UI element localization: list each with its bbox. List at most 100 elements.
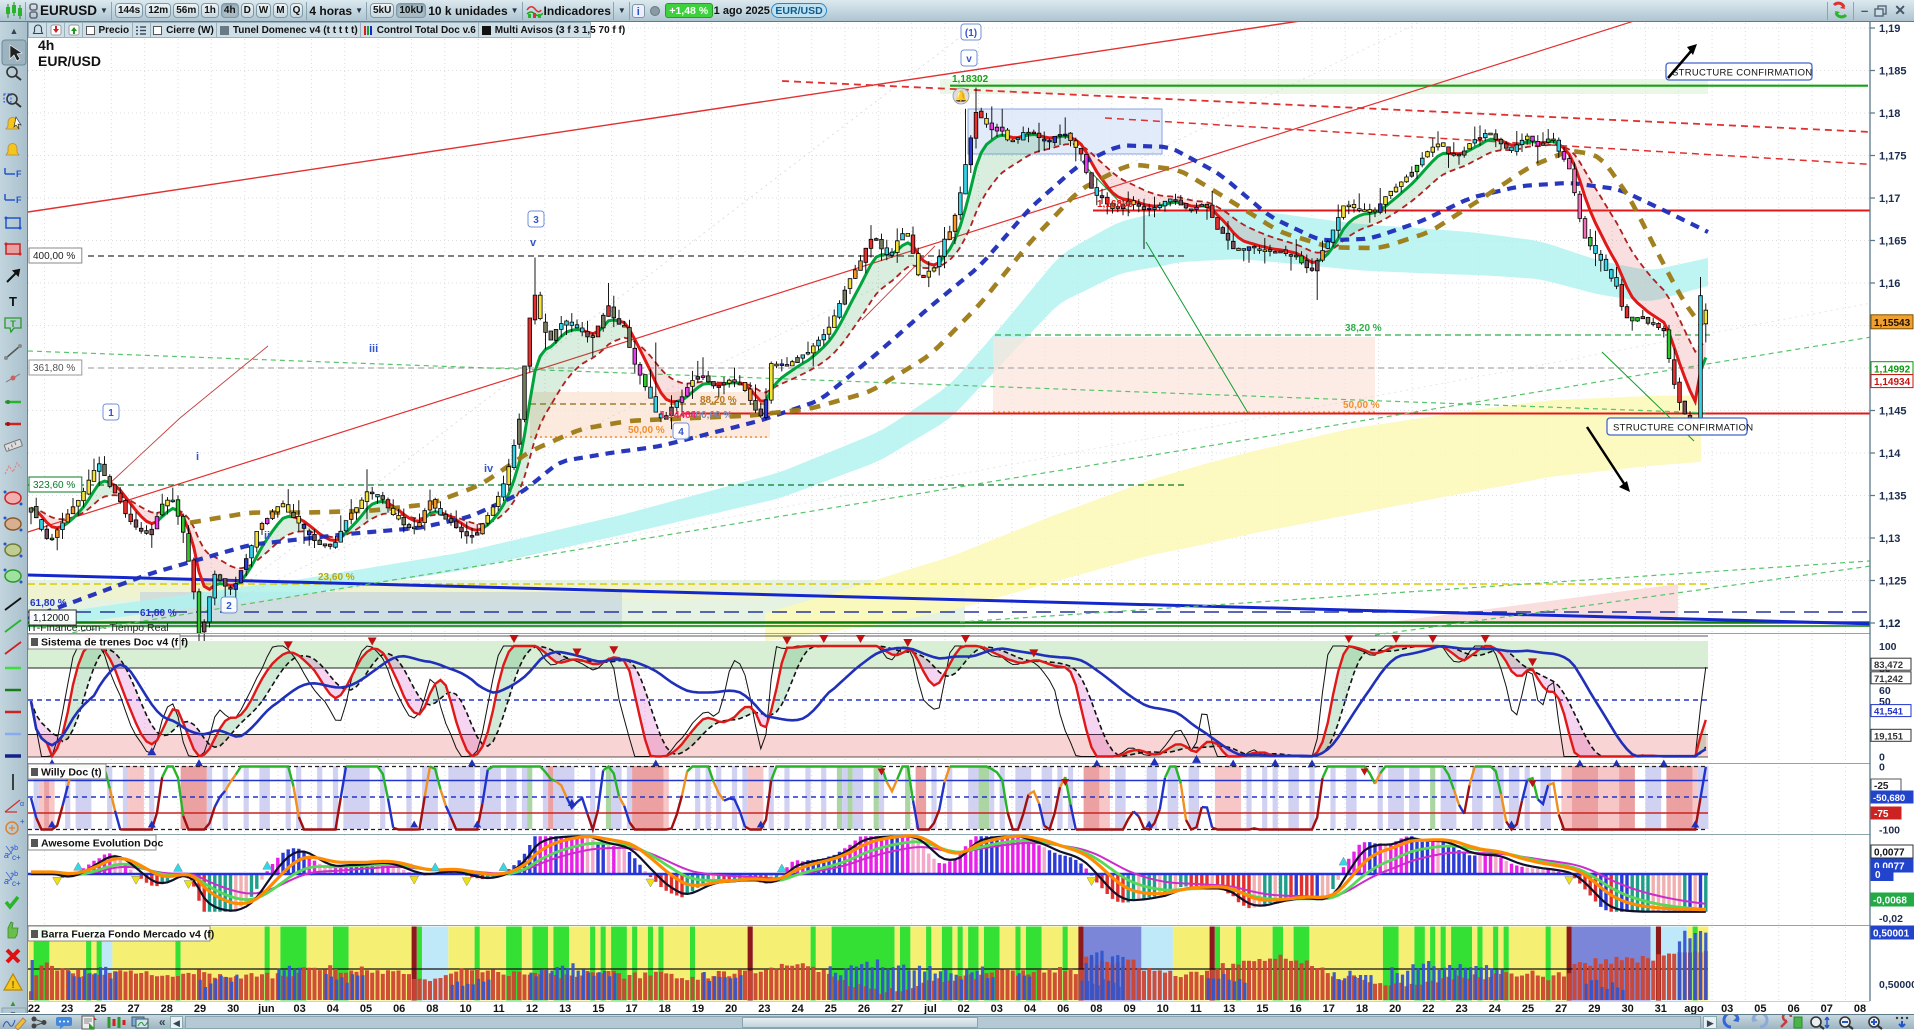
svg-text:1,185: 1,185 xyxy=(1879,66,1907,78)
svg-text:-0,02: -0,02 xyxy=(1879,913,1903,925)
svg-text:Willy Doc (t): Willy Doc (t) xyxy=(41,767,102,779)
svg-text:22: 22 xyxy=(1422,1003,1434,1015)
svg-text:1,18302: 1,18302 xyxy=(952,74,989,85)
svg-text:11: 11 xyxy=(493,1003,505,1015)
svg-text:23,60 %: 23,60 % xyxy=(318,572,355,583)
svg-text:1,14992: 1,14992 xyxy=(1874,365,1911,376)
svg-text:ago: ago xyxy=(1684,1003,1704,1015)
svg-text:03: 03 xyxy=(293,1003,305,1015)
svg-text:30: 30 xyxy=(227,1003,239,1015)
svg-text:24: 24 xyxy=(791,1003,804,1015)
svg-text:09: 09 xyxy=(1123,1003,1135,1015)
svg-text:STRUCTURE CONFIRMATION: STRUCTURE CONFIRMATION xyxy=(1672,68,1812,79)
svg-text:10: 10 xyxy=(459,1003,471,1015)
svg-text:29: 29 xyxy=(1588,1003,1600,1015)
svg-text:1,165: 1,165 xyxy=(1879,236,1907,248)
svg-text:19: 19 xyxy=(692,1003,704,1015)
svg-text:0: 0 xyxy=(1879,762,1885,774)
svg-text:iv: iv xyxy=(484,463,494,475)
svg-text:T: T xyxy=(10,319,16,329)
svg-text:28: 28 xyxy=(161,1003,173,1015)
svg-text:2: 2 xyxy=(226,601,232,612)
svg-text:27: 27 xyxy=(127,1003,139,1015)
svg-text:-50,680: -50,680 xyxy=(1873,793,1905,804)
svg-text:27: 27 xyxy=(891,1003,903,1015)
svg-text:08: 08 xyxy=(1854,1003,1866,1015)
svg-text:0,0077: 0,0077 xyxy=(1874,862,1905,873)
svg-text:04: 04 xyxy=(1024,1003,1037,1015)
svg-text:v: v xyxy=(966,54,972,65)
svg-text:02: 02 xyxy=(957,1003,969,1015)
svg-text:13: 13 xyxy=(1223,1003,1235,1015)
svg-text:jun: jun xyxy=(257,1003,275,1015)
svg-text:0,0077: 0,0077 xyxy=(1874,848,1905,859)
svg-text:🔔: 🔔 xyxy=(954,90,968,103)
svg-text:10: 10 xyxy=(1157,1003,1169,1015)
svg-text:50: 50 xyxy=(1879,696,1891,708)
svg-text:1: 1 xyxy=(108,408,114,419)
svg-text:05: 05 xyxy=(1754,1003,1766,1015)
svg-text:1,12: 1,12 xyxy=(1879,618,1900,630)
svg-text:3: 3 xyxy=(533,215,539,226)
svg-text:▲: ▲ xyxy=(10,26,19,36)
svg-text:323,60 %: 323,60 % xyxy=(33,480,75,491)
svg-text:17: 17 xyxy=(1323,1003,1335,1015)
svg-text:a: a xyxy=(4,850,9,860)
svg-text:61,80 %: 61,80 % xyxy=(30,598,67,609)
svg-text:1,145: 1,145 xyxy=(1879,406,1907,418)
svg-text:F: F xyxy=(16,195,22,205)
svg-text:1,15543: 1,15543 xyxy=(1874,318,1911,329)
svg-text:c+: c+ xyxy=(12,879,21,888)
svg-text:83,472: 83,472 xyxy=(1874,660,1903,671)
svg-text:Awesome Evolution Doc: Awesome Evolution Doc xyxy=(41,838,163,850)
svg-text:-25: -25 xyxy=(1874,781,1889,792)
svg-text:c+: c+ xyxy=(12,853,21,862)
svg-text:60: 60 xyxy=(1879,685,1891,697)
svg-text:06: 06 xyxy=(1057,1003,1069,1015)
svg-text:06: 06 xyxy=(393,1003,405,1015)
svg-text:1,14: 1,14 xyxy=(1879,448,1901,460)
svg-text:100: 100 xyxy=(1879,641,1897,653)
svg-text:25: 25 xyxy=(1522,1003,1534,1015)
svg-text:30: 30 xyxy=(1621,1003,1633,1015)
svg-text:(1): (1) xyxy=(965,28,977,39)
svg-text:23: 23 xyxy=(758,1003,770,1015)
svg-text:0,50001: 0,50001 xyxy=(1873,929,1910,940)
svg-text:12: 12 xyxy=(526,1003,538,1015)
svg-text:Barra Fuerza Fondo Mercado v4: Barra Fuerza Fondo Mercado v4 (f) xyxy=(41,929,214,941)
svg-text:04: 04 xyxy=(327,1003,340,1015)
svg-text:i: i xyxy=(196,451,199,463)
svg-text:03: 03 xyxy=(991,1003,1003,1015)
svg-text:F: F xyxy=(16,169,22,179)
svg-text:▲: ▲ xyxy=(9,999,17,1008)
svg-text:a: a xyxy=(4,876,9,886)
svg-text:25: 25 xyxy=(825,1003,837,1015)
svg-text:1,16: 1,16 xyxy=(1879,278,1900,290)
svg-text:61,80 %: 61,80 % xyxy=(140,608,177,619)
svg-text:0: 0 xyxy=(1879,752,1885,764)
svg-text:jul: jul xyxy=(923,1003,937,1015)
svg-text:08: 08 xyxy=(426,1003,438,1015)
svg-text:1,18: 1,18 xyxy=(1879,108,1900,120)
svg-text:13: 13 xyxy=(559,1003,571,1015)
svg-text:4h: 4h xyxy=(38,37,54,53)
svg-text:1,16868: 1,16868 xyxy=(1097,199,1134,210)
svg-text:▼: ▼ xyxy=(9,1010,17,1013)
svg-text:50,00 %: 50,00 % xyxy=(1343,400,1380,411)
svg-text:1,175: 1,175 xyxy=(1879,151,1907,163)
svg-text:0,50000: 0,50000 xyxy=(1879,979,1914,991)
svg-text:22: 22 xyxy=(28,1003,40,1015)
svg-text:38,20 %: 38,20 % xyxy=(1345,323,1382,334)
svg-text:1,17: 1,17 xyxy=(1879,193,1900,205)
svg-text:50,00 %: 50,00 % xyxy=(628,425,665,436)
svg-text:!: ! xyxy=(11,980,14,991)
svg-text:Sistema de trenes Doc v4 (f f): Sistema de trenes Doc v4 (f f) xyxy=(41,637,188,649)
svg-text:1,12: 1,12 xyxy=(1879,618,1900,630)
svg-text:27: 27 xyxy=(1555,1003,1567,1015)
svg-text:18: 18 xyxy=(1356,1003,1368,1015)
svg-text:-75: -75 xyxy=(1874,809,1889,820)
svg-text:+: + xyxy=(20,817,25,826)
svg-text:1,125: 1,125 xyxy=(1879,576,1907,588)
svg-text:19,151: 19,151 xyxy=(1874,731,1904,742)
svg-text:07: 07 xyxy=(1821,1003,1833,1015)
